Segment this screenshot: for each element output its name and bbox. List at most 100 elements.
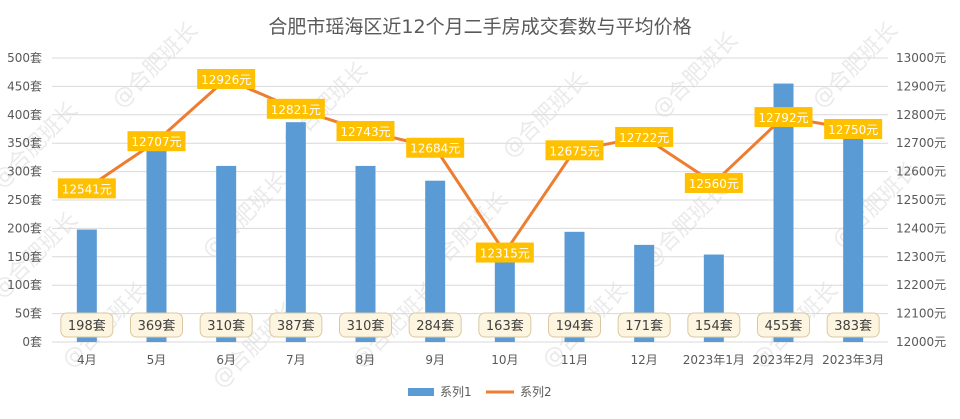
bar-data-label-group: 310套 [339,312,392,338]
y-right-tick-label: 12400元 [896,221,946,235]
line-data-label: 12707元 [131,135,181,149]
line-data-label-box [754,107,813,128]
bar-data-label-box [687,312,741,338]
bar-data-label-group: 163套 [478,312,532,338]
line-data-label-group: 12675元 [545,140,604,161]
line-data-label-box [684,172,743,193]
line-data-label-group: 12926元 [197,69,256,90]
line-path [85,77,855,255]
line-data-label: 12675元 [549,144,599,158]
bar-data-label: 154套 [695,318,733,334]
x-tick-label: 8月 [356,353,376,367]
legend: 系列1 系列2 [408,385,552,399]
bar-data-label: 310套 [207,318,245,334]
y-left-tick-label: 350套 [7,136,42,150]
bar-data-label: 310套 [347,318,385,334]
right-axis-tick-labels: 12000元 12100元 12200元 12300元 12400元 12500元 1260… [896,51,946,349]
line-data-label-group: 12707元 [127,131,186,152]
x-tick-label: 6月 [216,353,236,367]
bar-data-label: 284套 [416,318,454,334]
bar-mark [425,180,446,342]
line-data-labels: 12541元 12707元 12926元 12821元 12743元 12684元 1231… [57,69,883,263]
y-right-tick-label: 12800元 [896,108,946,122]
bar-data-label-box [199,312,253,338]
bar-data-label: 198套 [68,318,106,334]
line-data-label-group: 12792元 [754,107,813,128]
y-left-tick-label: 200套 [7,221,42,235]
x-tick-label: 12月 [631,353,658,367]
x-tick-label: 11月 [561,353,588,367]
y-left-tick-label: 100套 [7,278,42,292]
bar-data-label-group: 171套 [617,312,671,338]
y-left-tick-label: 150套 [7,250,42,264]
bar-mark [285,122,306,343]
bar-data-label-group: 455套 [757,312,810,338]
watermark-text: @合肥班长 [198,168,293,263]
x-tick-label: 9月 [425,353,445,367]
bar-data-label-group: 194套 [548,312,601,338]
watermark-text: @合肥班长 [808,18,903,113]
line-data-label-box [475,242,534,263]
x-tick-label: 2023年2月 [752,353,814,367]
line-data-label-group: 12684元 [406,137,465,158]
y-right-tick-label: 12700元 [896,136,946,150]
legend-swatch-bar [408,388,434,396]
watermark-text: @合肥班长 [648,28,743,123]
line-data-label: 12541元 [62,182,112,196]
bar-data-label-box [617,312,671,338]
y-left-tick-label: 0套 [22,335,42,349]
bar-data-label: 383套 [834,318,872,334]
line-data-label: 12315元 [480,247,530,261]
bar-data-label-group: 310套 [199,312,253,338]
bar-data-label-group: 198套 [60,312,114,338]
y-right-tick-label: 12900元 [896,79,946,93]
bar-data-label-box [478,312,532,338]
bar-mark [216,165,237,342]
line-data-label: 12750元 [828,123,878,137]
legend-label: 系列1 [440,385,472,399]
x-tick-label: 2023年3月 [822,353,884,367]
bar-data-label: 369套 [138,318,176,334]
bar-data-label-group: 154套 [687,312,741,338]
line-data-label-box [57,178,116,199]
line-data-label-box [545,140,604,161]
left-axis-tick-labels: 0套 50套 100套 150套 200套 250套 300套 350套 400套 450套 500… [7,51,42,349]
watermark-text: @合肥班长 [108,18,203,113]
bar-mark [355,165,376,342]
y-right-tick-label: 12100元 [896,307,946,321]
bar-data-labels: 198套 369套 310套 387套 310套 284套 163套 194套 171套 154套… [60,312,880,338]
bar-data-label-box [269,312,323,338]
y-right-tick-label: 12300元 [896,250,946,264]
y-left-tick-label: 300套 [7,165,42,179]
line-data-label: 12560元 [689,177,739,191]
line-data-label-box [127,131,186,152]
x-tick-label: 7月 [286,353,306,367]
bar-data-label-box [130,312,183,338]
x-tick-label: 2023年1月 [683,353,745,367]
chart-title: 合肥市瑶海区近12个月二手房成交套数与平均价格 [268,16,691,38]
line-data-label-group: 12560元 [684,172,743,193]
bar-data-label: 387套 [277,318,315,334]
line-data-label-box [336,120,395,141]
line-data-label-box [266,98,325,119]
line-data-label-group: 12541元 [57,178,116,199]
bar-data-label-box [408,312,462,338]
line-data-label-group: 12821元 [266,98,325,119]
bar-data-label-box [339,312,392,338]
bar-data-label-box [826,312,880,338]
y-right-tick-label: 12200元 [896,278,946,292]
line-data-label: 12792元 [758,111,808,125]
line-data-label-group: 12750元 [824,119,883,139]
bar-data-label-group: 387套 [269,312,323,338]
bar-data-label-box [757,312,810,338]
y-right-tick-label: 12500元 [896,193,946,207]
legend-label: 系列2 [520,385,552,399]
bar-data-label: 163套 [486,318,524,334]
x-tick-label: 10月 [491,353,518,367]
bar-data-label: 194套 [556,318,594,334]
y-left-tick-label: 450套 [7,79,42,93]
line-data-label: 12684元 [410,142,460,156]
y-left-tick-label: 400套 [7,108,42,122]
